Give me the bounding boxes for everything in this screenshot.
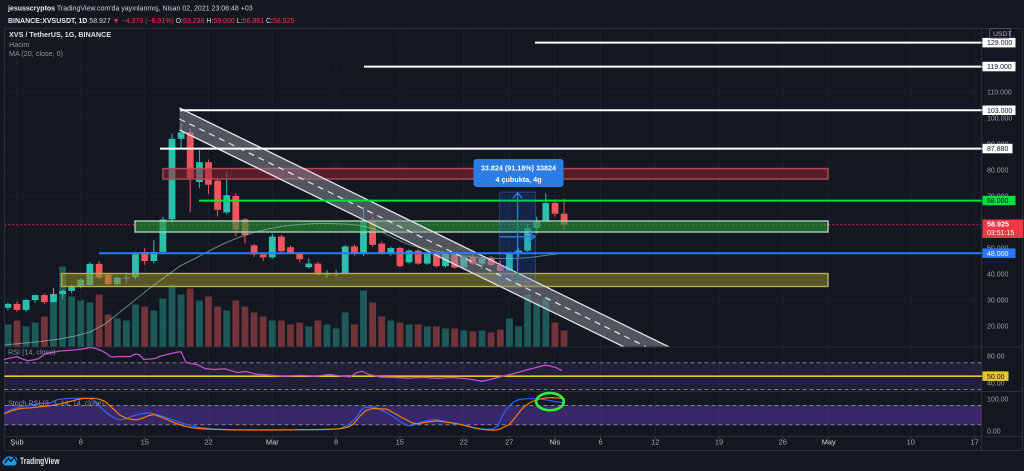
svg-text:Stoch RSI (3, 3, 14, 14, close: Stoch RSI (3, 3, 14, 14, close) [8, 399, 104, 408]
svg-text:58.925: 58.925 [987, 220, 1009, 229]
svg-text:jesusscryptos TradingView.com': jesusscryptos TradingView.com'da yayınla… [7, 6, 253, 13]
svg-text:17: 17 [970, 437, 978, 446]
svg-text:22: 22 [460, 437, 468, 446]
svg-text:40.00: 40.00 [987, 380, 1005, 387]
svg-text:XVS / TetherUS, 1G, BINANCE: XVS / TetherUS, 1G, BINANCE [9, 30, 111, 39]
svg-text:TradingView: TradingView [20, 456, 60, 467]
svg-text:87.880: 87.880 [987, 146, 1009, 153]
svg-text:6: 6 [598, 437, 602, 446]
svg-text:12: 12 [651, 437, 659, 446]
svg-text:80.00: 80.00 [987, 354, 1005, 361]
svg-text:15: 15 [396, 437, 404, 446]
svg-text:103.000: 103.000 [987, 108, 1012, 115]
svg-text:BINANCE:XVSUSDT, 1D 58.927 ▼: BINANCE:XVSUSDT, 1D 58.927 ▼ −4.376 (−6.… [8, 18, 294, 25]
svg-text:50.00: 50.00 [987, 374, 1005, 381]
svg-text:110.000: 110.000 [987, 90, 1012, 97]
svg-text:20.000: 20.000 [987, 324, 1009, 331]
svg-text:USDT: USDT [993, 31, 1012, 38]
svg-text:Mar: Mar [266, 437, 279, 446]
svg-text:100.000: 100.000 [987, 116, 1012, 123]
svg-text:0.00: 0.00 [987, 429, 1001, 436]
svg-text:Şub: Şub [10, 437, 23, 446]
svg-text:15: 15 [141, 437, 149, 446]
svg-text:30.000: 30.000 [987, 298, 1009, 305]
svg-text:80.000: 80.000 [987, 168, 1009, 175]
svg-text:19: 19 [715, 437, 723, 446]
svg-text:22: 22 [204, 437, 212, 446]
svg-text:129.000: 129.000 [987, 40, 1012, 47]
svg-text:33.824 (91.18%) 33824: 33.824 (91.18%) 33824 [481, 164, 556, 173]
svg-text:8: 8 [334, 437, 338, 446]
svg-text:119.000: 119.000 [987, 64, 1012, 71]
svg-text:03:51:15: 03:51:15 [987, 230, 1014, 237]
svg-text:10: 10 [907, 437, 915, 446]
svg-text:4 çubukta, 4g: 4 çubukta, 4g [496, 175, 542, 184]
svg-text:27: 27 [505, 437, 513, 446]
svg-text:Hacim: Hacim [9, 40, 29, 49]
svg-text:8: 8 [79, 437, 83, 446]
svg-text:Nis: Nis [550, 437, 561, 446]
svg-text:40.000: 40.000 [987, 272, 1009, 279]
svg-text:48.000: 48.000 [987, 251, 1009, 258]
svg-text:MA (20, close, 0): MA (20, close, 0) [9, 49, 63, 58]
svg-text:100.00: 100.00 [987, 397, 1009, 404]
svg-text:68.000: 68.000 [987, 198, 1009, 205]
svg-text:26: 26 [779, 437, 787, 446]
svg-text:RSI (14, close): RSI (14, close) [8, 348, 56, 357]
svg-text:May: May [822, 437, 836, 446]
